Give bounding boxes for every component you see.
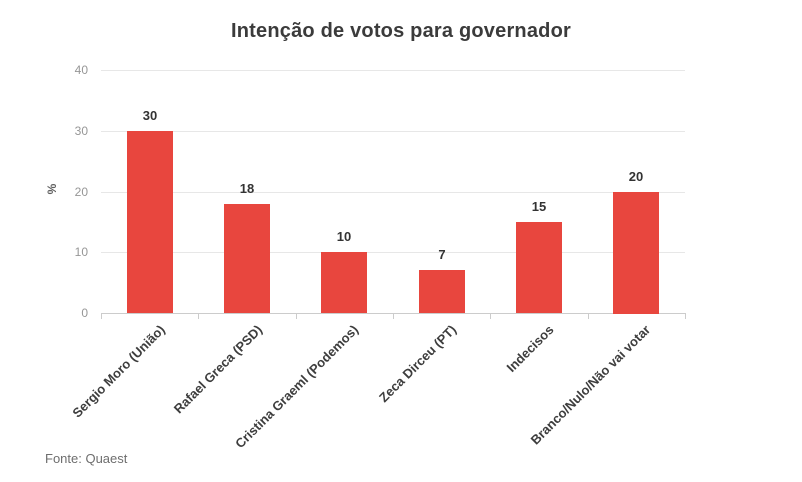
x-axis-tick — [490, 313, 491, 319]
bar-value-label: 7 — [438, 247, 446, 262]
bar-value-label: 18 — [239, 181, 255, 196]
x-axis-tick — [198, 313, 199, 319]
bar — [224, 204, 270, 313]
chart-title: Intenção de votos para governador — [230, 20, 571, 42]
gridline — [101, 252, 685, 253]
gridline — [101, 131, 685, 132]
bar — [516, 222, 562, 313]
category-label: Indecisos — [503, 322, 557, 376]
bar-value-label: 20 — [628, 169, 644, 184]
category-label: Zeca Dirceu (PT) — [376, 322, 460, 406]
category-label: Sergio Moro (União) — [69, 322, 168, 421]
bar — [613, 192, 659, 314]
x-axis-tick — [101, 313, 102, 319]
bar-value-label: 30 — [142, 108, 158, 123]
gridline — [101, 192, 685, 193]
y-tick-label: 10 — [74, 245, 88, 259]
y-tick-label: 40 — [74, 63, 88, 77]
source-note: Fonte: Quaest — [45, 451, 128, 466]
bar-value-label: 15 — [531, 199, 547, 214]
gridline — [101, 70, 685, 71]
category-label: Rafael Greca (PSD) — [170, 322, 265, 417]
bar — [321, 252, 367, 313]
x-axis-tick — [296, 313, 297, 319]
x-axis-tick — [588, 313, 589, 319]
bar-value-label: 10 — [336, 229, 352, 244]
y-tick-label: 0 — [81, 306, 88, 320]
bar — [127, 131, 173, 313]
x-axis-tick — [685, 313, 686, 319]
bar — [419, 270, 465, 313]
x-axis-tick — [393, 313, 394, 319]
y-tick-label: 20 — [74, 185, 88, 199]
y-tick-label: 30 — [74, 124, 88, 138]
